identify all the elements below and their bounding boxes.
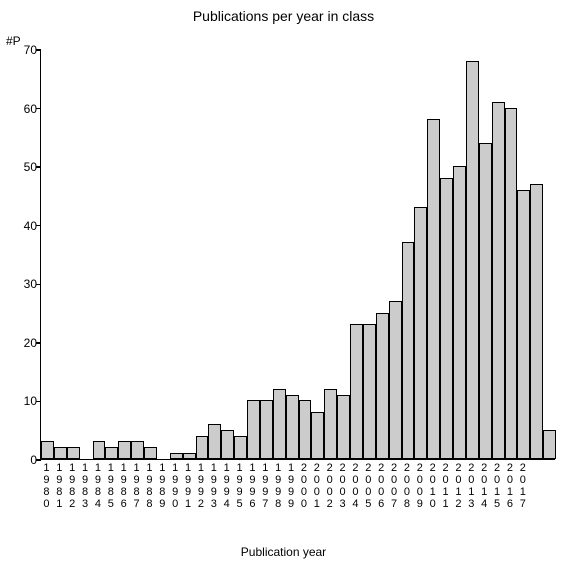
x-tick-label: 1982 — [67, 462, 77, 510]
x-tick-label: 1988 — [144, 462, 154, 510]
bar — [492, 102, 505, 459]
bar — [350, 324, 363, 459]
x-tick-label: 2007 — [389, 462, 399, 510]
bar — [234, 436, 247, 459]
x-tick-label: 2017 — [518, 462, 528, 510]
x-tick-label: 2013 — [466, 462, 476, 510]
bar — [118, 441, 131, 459]
bar — [376, 313, 389, 459]
x-tick-label: 1987 — [132, 462, 142, 510]
y-tick-mark — [36, 225, 41, 227]
bar — [505, 108, 518, 459]
x-tick-label: 1993 — [209, 462, 219, 510]
y-tick-mark — [36, 284, 41, 286]
bar — [273, 389, 286, 459]
x-tick-label: 1994 — [222, 462, 232, 510]
y-tick-label: 70 — [9, 43, 37, 57]
bar — [247, 400, 260, 459]
x-tick-label: 2003 — [338, 462, 348, 510]
x-tick-label: 2002 — [325, 462, 335, 510]
y-tick-mark — [36, 108, 41, 110]
x-tick-label: 1991 — [183, 462, 193, 510]
bar — [260, 400, 273, 459]
x-tick-label: 1996 — [247, 462, 257, 510]
chart-title: Publications per year in class — [0, 8, 567, 24]
bar — [324, 389, 337, 459]
x-tick-label: 2009 — [415, 462, 425, 510]
chart-container: Publications per year in class #P 010203… — [0, 0, 567, 567]
bar — [54, 447, 67, 459]
bar — [530, 184, 543, 459]
bar — [67, 447, 80, 459]
bars-group — [41, 50, 555, 459]
bar — [105, 447, 118, 459]
bar — [208, 424, 221, 459]
bar — [311, 412, 324, 459]
x-axis-label: Publication year — [0, 545, 567, 559]
y-tick-mark — [36, 166, 41, 168]
bar — [402, 242, 415, 459]
x-tick-label: 2006 — [376, 462, 386, 510]
bar — [196, 436, 209, 459]
x-tick-label: 1985 — [106, 462, 116, 510]
y-tick-label: 60 — [9, 102, 37, 116]
bar — [41, 441, 54, 459]
x-tick-label: 1989 — [157, 462, 167, 510]
bar — [414, 207, 427, 459]
bar — [299, 400, 312, 459]
bar — [183, 453, 196, 459]
x-tick-label: 2010 — [428, 462, 438, 510]
y-tick-mark — [36, 342, 41, 344]
bar — [170, 453, 183, 459]
y-tick-mark — [36, 459, 41, 461]
x-tick-label: 1997 — [260, 462, 270, 510]
y-tick-label: 40 — [9, 219, 37, 233]
x-tick-labels: 1980198119821983198419851986198719881989… — [40, 462, 555, 522]
bar — [144, 447, 157, 459]
y-tick-label: 10 — [9, 394, 37, 408]
x-tick-label: 2015 — [492, 462, 502, 510]
x-tick-label: 1986 — [119, 462, 129, 510]
bar — [543, 430, 556, 459]
y-tick-mark — [36, 49, 41, 51]
bar — [479, 143, 492, 459]
y-tick-label: 50 — [9, 160, 37, 174]
x-tick-label: 2012 — [453, 462, 463, 510]
x-tick-label: 2004 — [350, 462, 360, 510]
bar — [453, 166, 466, 459]
x-tick-label: 1983 — [80, 462, 90, 510]
x-tick-label: 2008 — [402, 462, 412, 510]
x-tick-label: 1990 — [170, 462, 180, 510]
bar — [93, 441, 106, 459]
y-tick-label: 0 — [9, 453, 37, 467]
y-tick-mark — [36, 401, 41, 403]
plot-area: 010203040506070 — [40, 50, 555, 460]
y-tick-label: 20 — [9, 336, 37, 350]
x-tick-label: 2016 — [505, 462, 515, 510]
bar — [337, 395, 350, 459]
bar — [440, 178, 453, 459]
x-tick-label: 1999 — [286, 462, 296, 510]
bar — [517, 190, 530, 459]
x-tick-label: 1998 — [273, 462, 283, 510]
x-tick-label: 1995 — [235, 462, 245, 510]
x-tick-label: 1984 — [93, 462, 103, 510]
x-tick-label: 2000 — [299, 462, 309, 510]
x-tick-label: 2011 — [441, 462, 451, 510]
bar — [389, 301, 402, 459]
x-tick-label: 2005 — [363, 462, 373, 510]
bar — [131, 441, 144, 459]
x-tick-label: 2014 — [479, 462, 489, 510]
bar — [363, 324, 376, 459]
x-tick-label: 1980 — [41, 462, 51, 510]
x-tick-label: 1981 — [54, 462, 64, 510]
bar — [286, 395, 299, 459]
y-tick-label: 30 — [9, 277, 37, 291]
bar — [466, 61, 479, 459]
x-tick-label: 1992 — [196, 462, 206, 510]
x-tick-label: 2001 — [312, 462, 322, 510]
bar — [427, 119, 440, 459]
bar — [221, 430, 234, 459]
